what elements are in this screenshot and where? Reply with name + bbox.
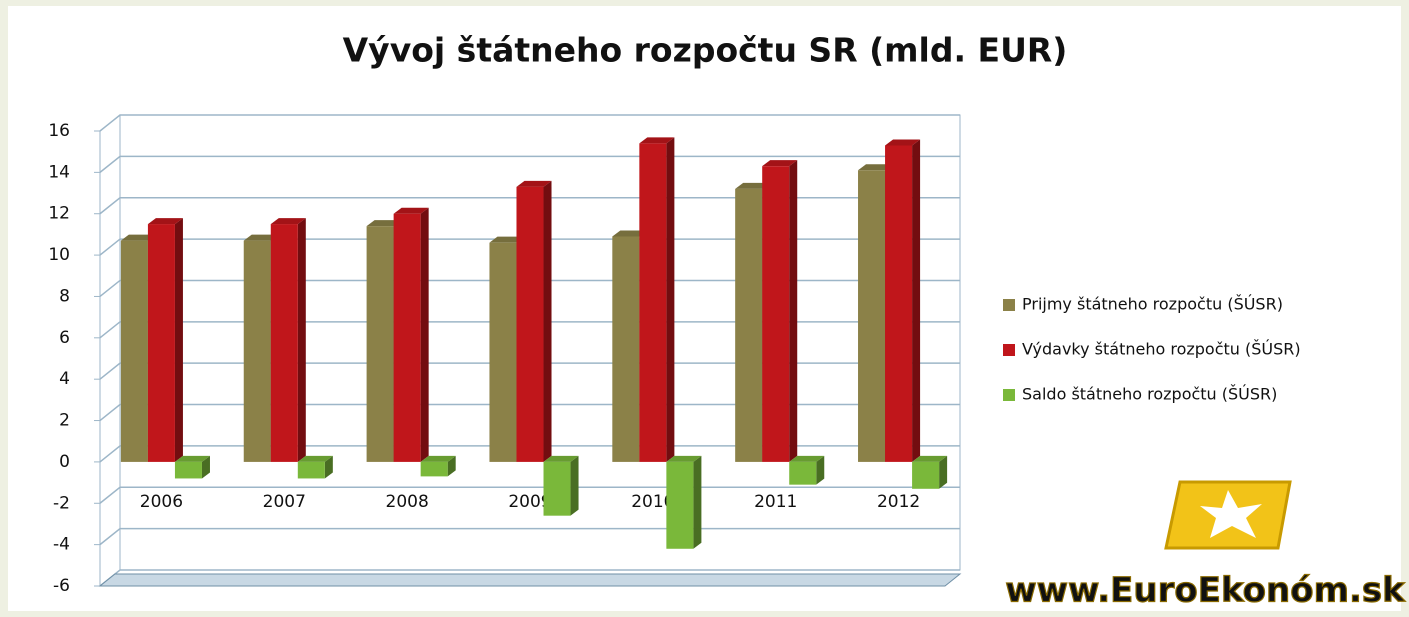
- bar: [516, 186, 544, 462]
- y-tick-label: 0: [59, 452, 70, 472]
- bar-top: [666, 455, 702, 462]
- grid-line: [99, 321, 960, 339]
- watermark: www.EuroEkonóm.sk: [1005, 571, 1406, 611]
- bar: [543, 461, 571, 516]
- bar-side: [543, 180, 552, 462]
- legend-label: Prijmy štátneho rozpočtu (ŠÚSR): [1022, 295, 1283, 314]
- bar: [762, 166, 790, 462]
- bar-top: [297, 455, 333, 462]
- bar-side: [666, 137, 675, 462]
- bar-side: [816, 455, 825, 485]
- x-tick-label: 2012: [877, 492, 920, 512]
- bar-side: [201, 455, 210, 479]
- legend-swatch: [1003, 344, 1015, 356]
- x-tick-label: 2011: [754, 492, 797, 512]
- bar: [393, 213, 421, 462]
- bar-top: [120, 234, 156, 241]
- y-tick-label: 2: [59, 411, 70, 431]
- grid-line: [99, 445, 960, 463]
- bar: [420, 461, 448, 477]
- bar-top: [516, 180, 552, 187]
- bar-top: [270, 218, 306, 225]
- bar: [666, 461, 694, 549]
- y-tick-label: 12: [48, 204, 70, 224]
- bar-side: [789, 160, 798, 462]
- x-tick-label: 2006: [140, 492, 183, 512]
- bar-top: [147, 218, 183, 225]
- bar: [912, 461, 940, 489]
- bar-top: [174, 455, 210, 462]
- bar: [639, 143, 667, 462]
- x-tick-label: 2008: [386, 492, 429, 512]
- grid-line: [99, 114, 960, 132]
- legend-label: Výdavky štátneho rozpočtu (ŠÚSR): [1022, 340, 1301, 359]
- legend-swatch: [1003, 389, 1015, 401]
- grid-line: [99, 403, 960, 422]
- bar: [885, 145, 913, 462]
- bar-top: [612, 230, 648, 237]
- bar-top: [489, 236, 525, 243]
- y-tick-label: -6: [53, 576, 70, 596]
- bar: [789, 461, 817, 485]
- x-tick-label: 2010: [631, 492, 674, 512]
- bar-top: [789, 455, 825, 462]
- grid-line: [99, 196, 960, 215]
- y-tick-label: 10: [48, 245, 70, 265]
- x-tick-label: 2009: [508, 492, 551, 512]
- bar-top: [858, 164, 894, 171]
- bar-side: [939, 455, 948, 489]
- bar: [366, 226, 394, 462]
- bar-side: [447, 455, 456, 477]
- bar-top: [420, 455, 456, 462]
- y-tick-label: 14: [48, 162, 70, 182]
- bar-side: [174, 218, 183, 462]
- y-tick-label: 16: [48, 121, 70, 141]
- bar-top: [735, 182, 771, 189]
- grid-line: [99, 238, 960, 256]
- chart-title: Vývoj štátneho rozpočtu SR (mld. EUR): [343, 31, 1068, 70]
- grid-line: [99, 279, 960, 298]
- y-tick-label: -4: [53, 535, 70, 555]
- bar: [174, 461, 202, 479]
- floor: [98, 573, 962, 587]
- y-tick-label: -2: [53, 493, 70, 513]
- x-tick-label: 2007: [263, 492, 306, 512]
- bar: [243, 240, 271, 462]
- logo: www.EuroEkonóm.sk: [1005, 480, 1407, 611]
- legend-label: Saldo štátneho rozpočtu (ŠÚSR): [1022, 385, 1277, 404]
- bar: [612, 236, 640, 462]
- bar-top: [393, 207, 429, 214]
- bar: [489, 242, 517, 462]
- legend-swatch: [1003, 299, 1015, 311]
- bar: [297, 461, 325, 479]
- bar-top: [639, 137, 675, 144]
- bar-top: [366, 220, 402, 227]
- bar: [147, 224, 175, 462]
- bar: [270, 224, 298, 462]
- bar-side: [693, 455, 702, 549]
- logo-star: [1200, 490, 1262, 538]
- bar-top: [543, 455, 579, 462]
- bar-side: [324, 455, 333, 479]
- bar: [735, 188, 763, 462]
- bar-side: [420, 207, 429, 462]
- bar-top: [885, 139, 921, 146]
- bar-top: [243, 234, 279, 241]
- bar: [120, 240, 148, 462]
- bar-side: [297, 218, 306, 462]
- bar: [858, 170, 886, 462]
- bar-side: [912, 139, 921, 462]
- y-tick-label: 4: [59, 369, 70, 389]
- grid-line: [99, 362, 960, 380]
- grid-line: [99, 155, 960, 173]
- bar-top: [912, 455, 948, 462]
- y-tick-label: 8: [59, 286, 70, 306]
- bar-top: [762, 160, 798, 167]
- y-tick-label: 6: [59, 328, 70, 348]
- bar-side: [570, 455, 579, 516]
